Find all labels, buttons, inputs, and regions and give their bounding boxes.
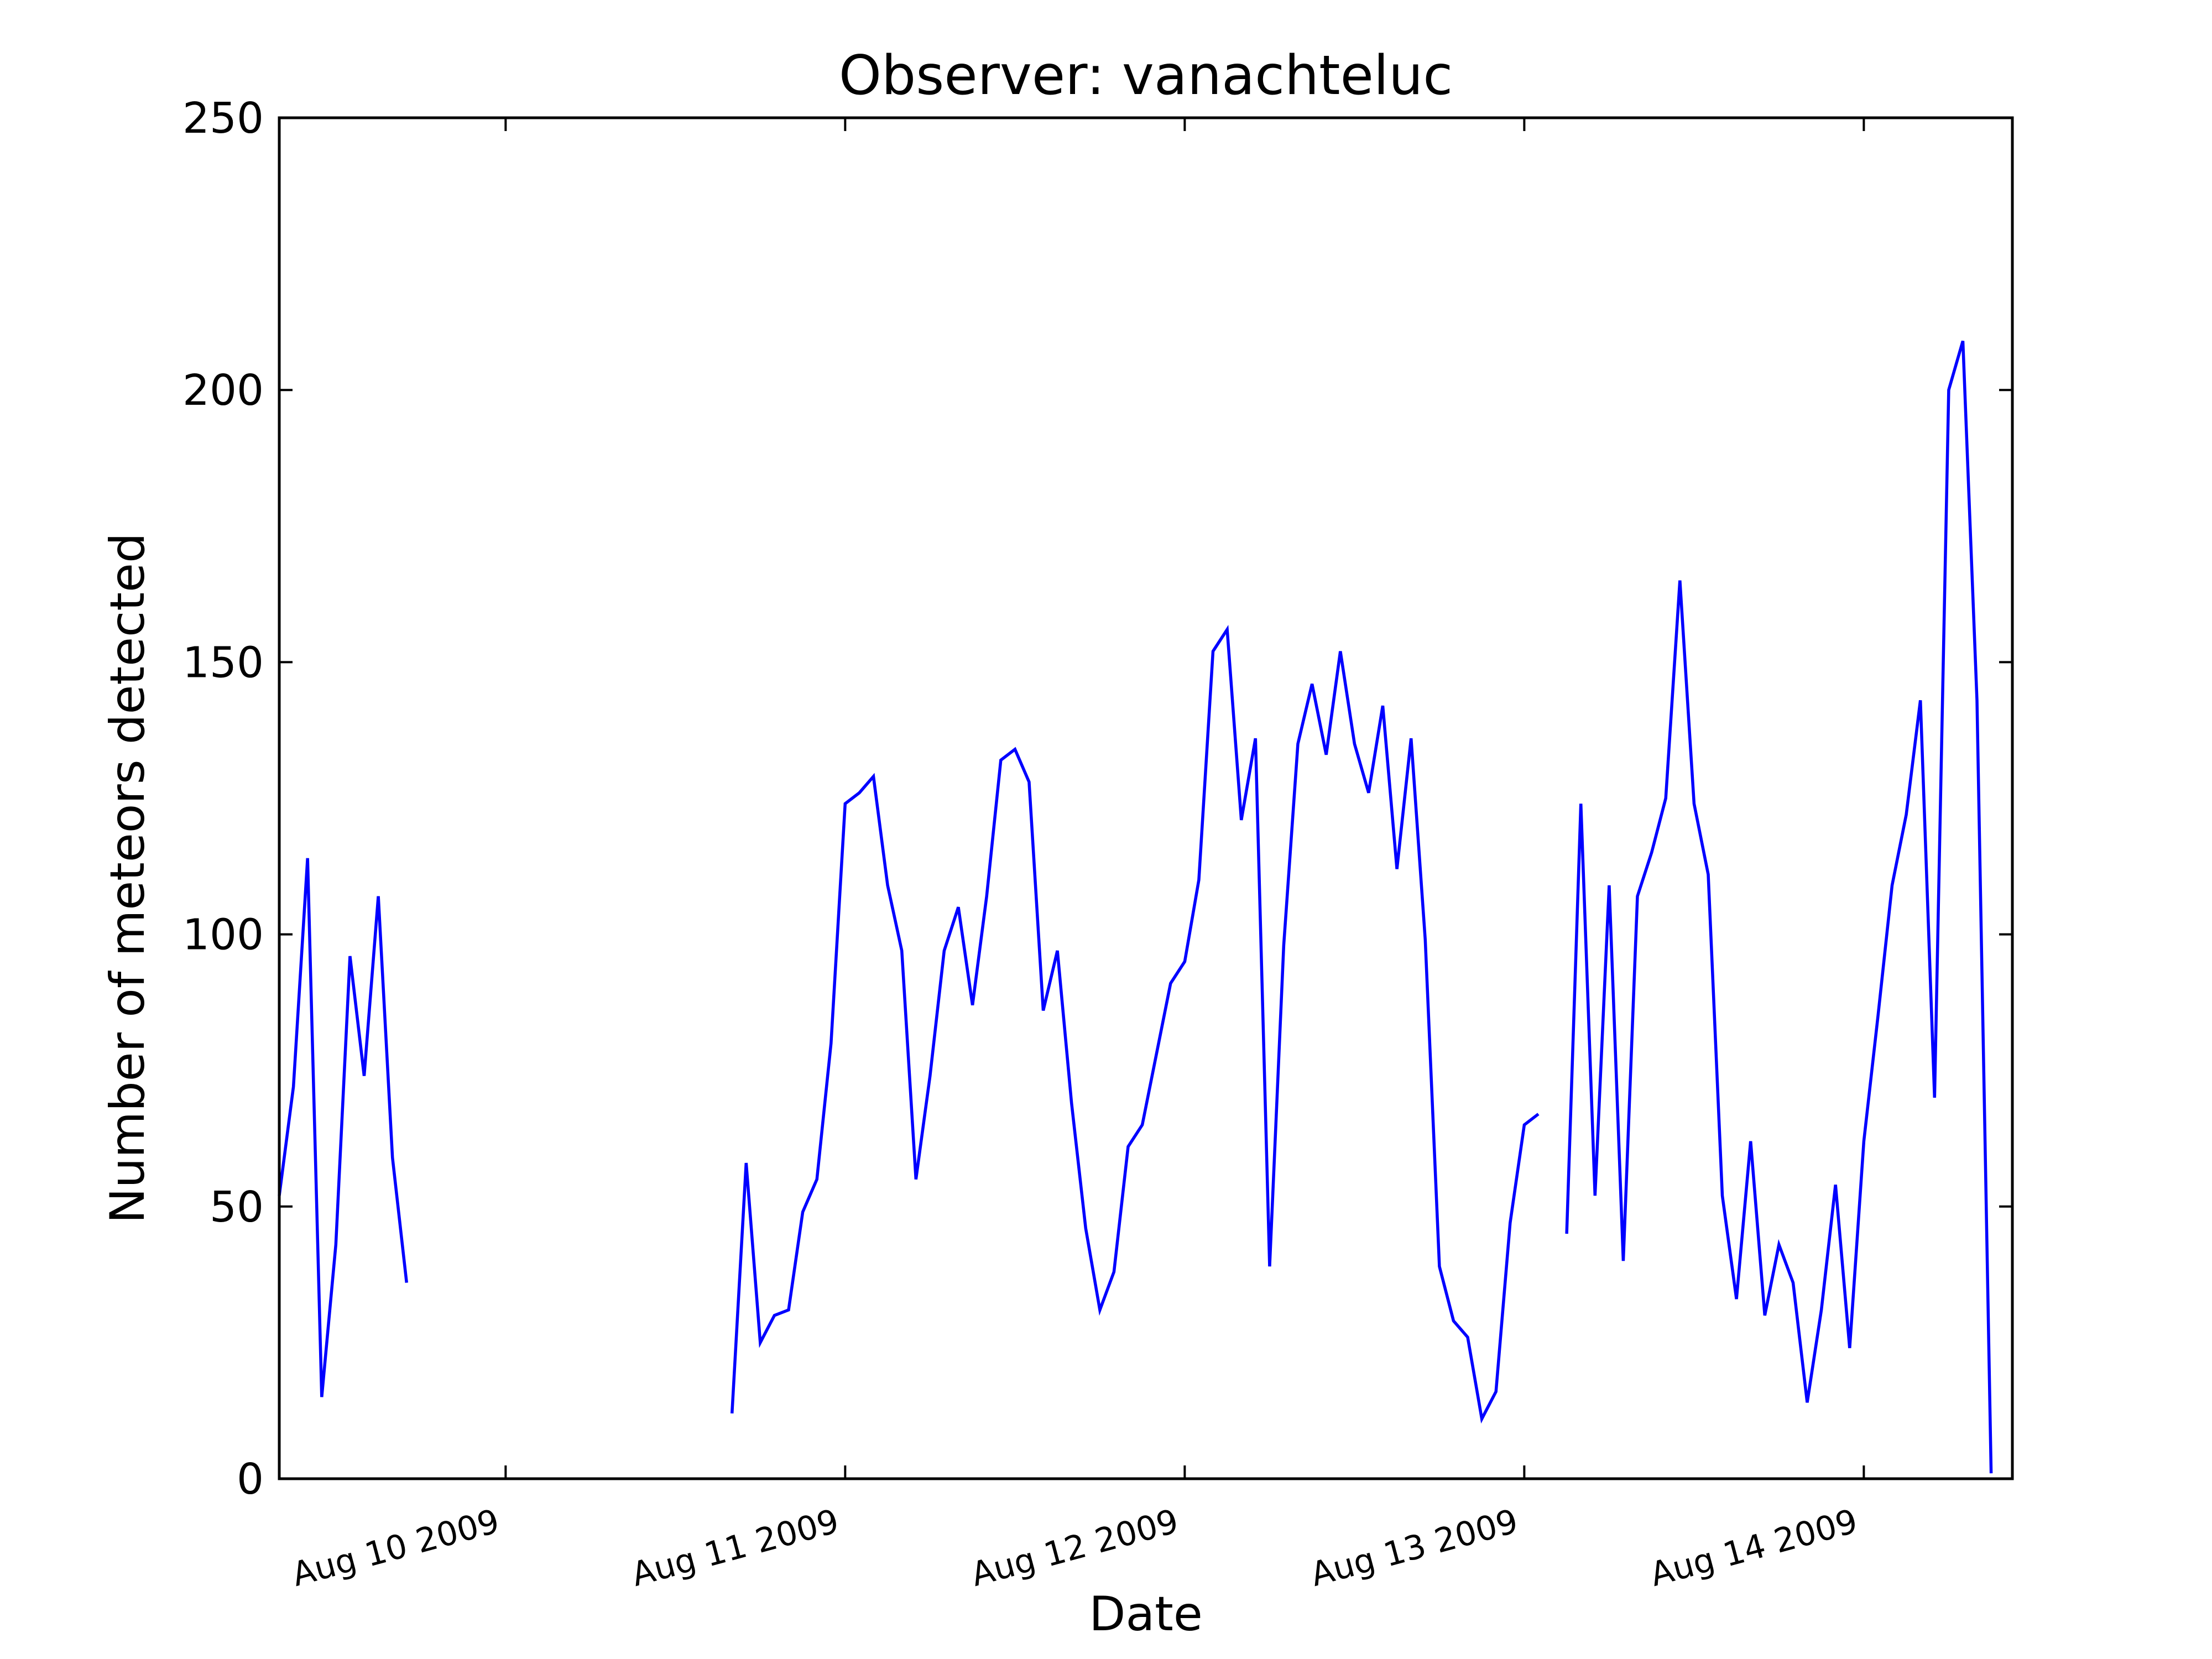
y-tick-label-4: 200: [182, 366, 264, 415]
y-tick-label-1: 50: [210, 1183, 264, 1232]
plot-frame: [278, 116, 2014, 1480]
y-tick-label-2: 100: [182, 911, 264, 960]
x-axis-label: Date: [1089, 1587, 1203, 1642]
series-layer: [278, 340, 1993, 1474]
series-line-segment-0: [278, 858, 409, 1397]
series-line-segment-2: [1565, 340, 1993, 1474]
y-tick-label-0: 0: [237, 1455, 264, 1504]
y-tick-label-5: 250: [182, 94, 264, 143]
y-axis-label: Number of meteors detected: [100, 533, 155, 1223]
y-tick-label-3: 150: [182, 638, 264, 687]
chart-title: Observer: vanachteluc: [839, 44, 1453, 107]
series-line-segment-1: [730, 624, 1540, 1424]
